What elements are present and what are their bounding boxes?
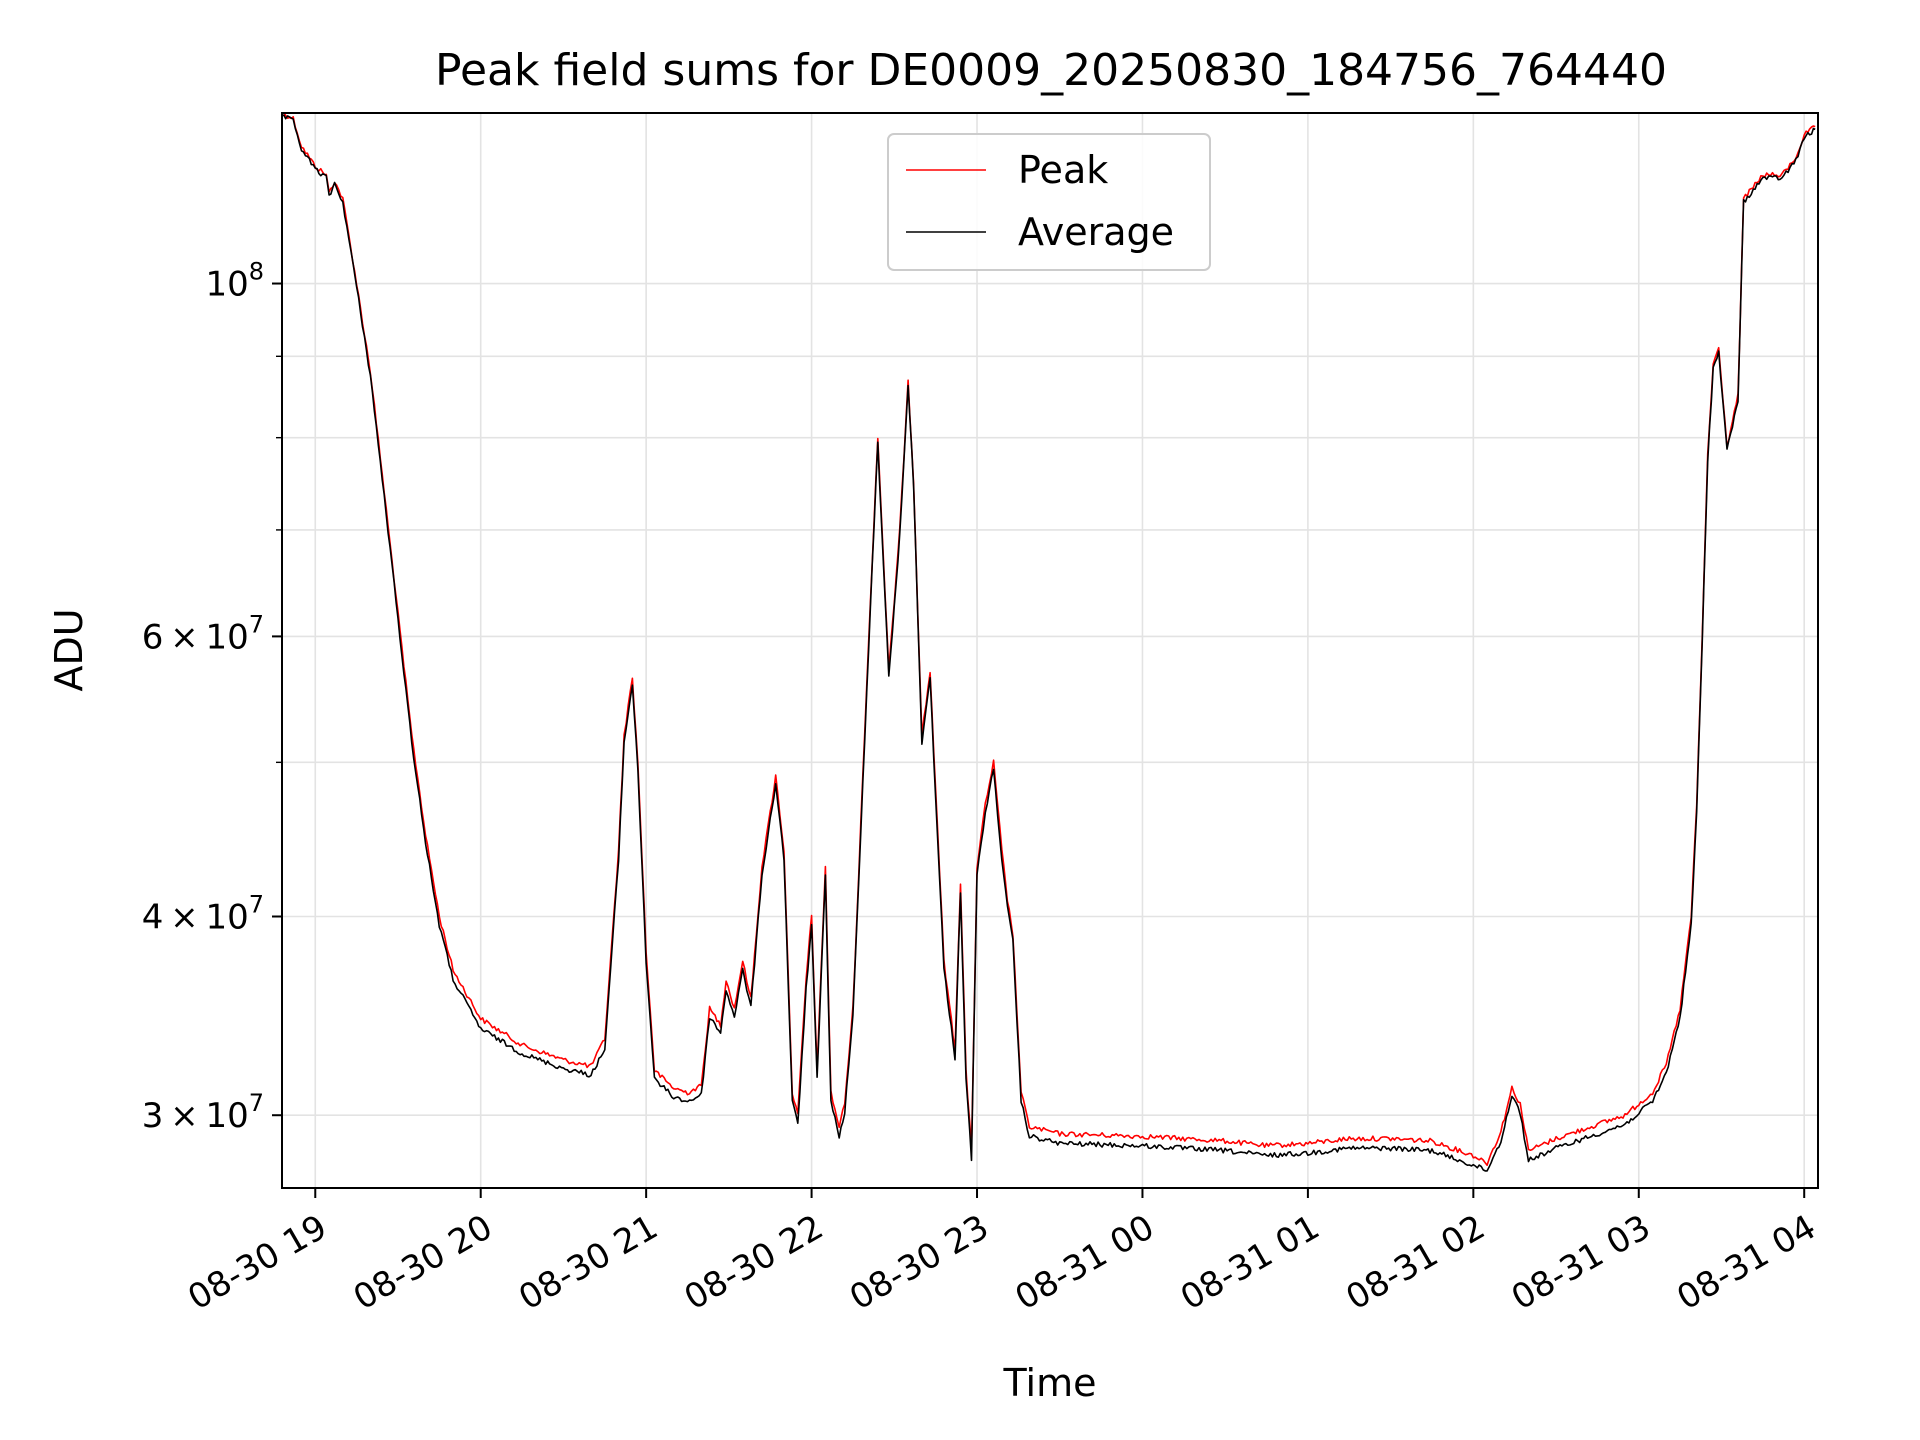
legend-label-average: Average	[1018, 210, 1174, 254]
series-line-average	[282, 114, 1816, 1172]
y-axis: 3 × 107 4 × 107 6 × 107 108	[142, 258, 282, 1136]
grid	[282, 113, 1818, 1188]
legend: Peak Average	[887, 133, 1211, 271]
series-line-peak	[282, 113, 1816, 1166]
y-tick-label: 3 × 107	[142, 1089, 264, 1136]
series-lines	[282, 113, 1816, 1172]
y-tick-label: 4 × 107	[142, 890, 264, 937]
legend-label-peak: Peak	[1018, 148, 1108, 192]
x-axis-label: Time	[1003, 1361, 1097, 1405]
y-tick-label: 108	[205, 258, 264, 305]
y-tick-label: 6 × 107	[142, 610, 264, 657]
chart-title: Peak field sums for DE0009_20250830_1847…	[435, 45, 1667, 96]
y-axis-label: ADU	[47, 608, 91, 691]
plot-frame	[281, 112, 1819, 1189]
legend-box	[887, 133, 1211, 271]
